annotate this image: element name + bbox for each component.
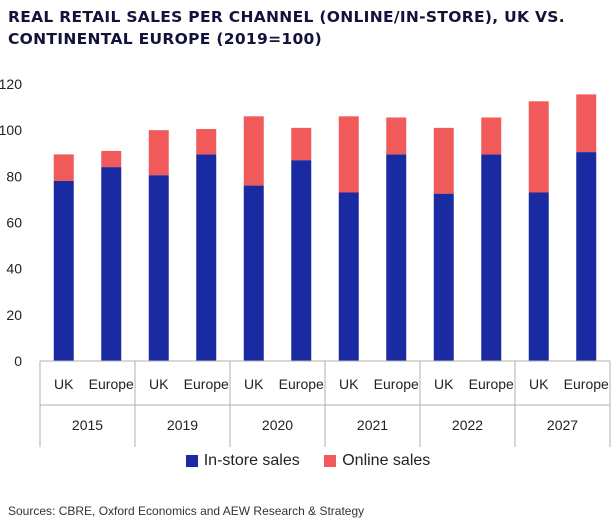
category-label: UK — [244, 376, 264, 392]
bar-online — [291, 127, 312, 161]
bar-in-store — [291, 160, 312, 361]
category-label: Europe — [279, 376, 324, 392]
bar-online — [528, 101, 549, 193]
category-label: Europe — [469, 376, 514, 392]
bar-in-store — [148, 175, 169, 361]
category-label: UK — [434, 376, 454, 392]
category-label: Europe — [89, 376, 134, 392]
category-label: Europe — [564, 376, 609, 392]
group-label: 2015 — [72, 417, 103, 433]
bar-online — [101, 150, 122, 168]
bar-in-store — [481, 154, 502, 361]
source-note: Sources: CBRE, Oxford Economics and AEW … — [8, 504, 365, 518]
bars — [53, 94, 597, 361]
group-label: 2022 — [452, 417, 483, 433]
stacked-bar-chart: 0 20 40 60 80 100 120 UK Europe UK Europe UK Europe… — [0, 76, 611, 447]
group-label: 2019 — [167, 417, 198, 433]
bar-in-store — [196, 154, 217, 361]
bar-online — [481, 117, 502, 155]
y-tick-label: 40 — [6, 261, 22, 277]
bar-in-store — [243, 185, 264, 361]
category-label: UK — [339, 376, 359, 392]
bar-online — [576, 94, 597, 153]
group-label: 2021 — [357, 417, 388, 433]
bar-online — [148, 130, 169, 176]
category-label: UK — [149, 376, 169, 392]
bar-in-store — [576, 152, 597, 361]
bar-online — [196, 129, 217, 155]
category-label: UK — [529, 376, 549, 392]
y-tick-label: 120 — [0, 76, 22, 92]
bar-in-store — [53, 180, 74, 361]
y-axis: 0 20 40 60 80 100 120 — [0, 76, 22, 369]
bar-online — [433, 127, 454, 194]
legend-swatch-in-store — [185, 455, 198, 467]
bar-online — [338, 116, 359, 193]
category-label: Europe — [374, 376, 419, 392]
bar-in-store — [338, 192, 359, 361]
y-tick-label: 0 — [14, 353, 22, 369]
y-tick-label: 80 — [6, 168, 22, 184]
bar-in-store — [101, 167, 122, 361]
legend-swatch-online — [324, 455, 337, 467]
bar-online — [53, 154, 74, 181]
legend: In-store sales Online sales — [0, 452, 616, 472]
bar-online — [386, 117, 407, 155]
bar-in-store — [433, 193, 454, 361]
legend-label-in-store: In-store sales — [203, 452, 300, 469]
chart-title: REAL RETAIL SALES PER CHANNEL (ONLINE/IN… — [8, 8, 565, 48]
y-tick-label: 20 — [6, 307, 22, 323]
category-label: UK — [54, 376, 74, 392]
bar-in-store — [528, 192, 549, 361]
legend-label-online: Online sales — [342, 452, 431, 469]
y-tick-label: 100 — [0, 122, 22, 138]
bar-online — [243, 116, 264, 186]
legend-item-online: Online sales — [324, 452, 430, 470]
group-label: 2027 — [547, 417, 578, 433]
legend-item-in-store: In-store sales — [185, 452, 300, 470]
category-label: Europe — [184, 376, 229, 392]
bar-in-store — [386, 154, 407, 361]
group-label: 2020 — [262, 417, 293, 433]
x-axis: UK Europe UK Europe UK Europe UK Europe UK Europe… — [39, 360, 611, 447]
y-tick-label: 60 — [6, 215, 22, 231]
